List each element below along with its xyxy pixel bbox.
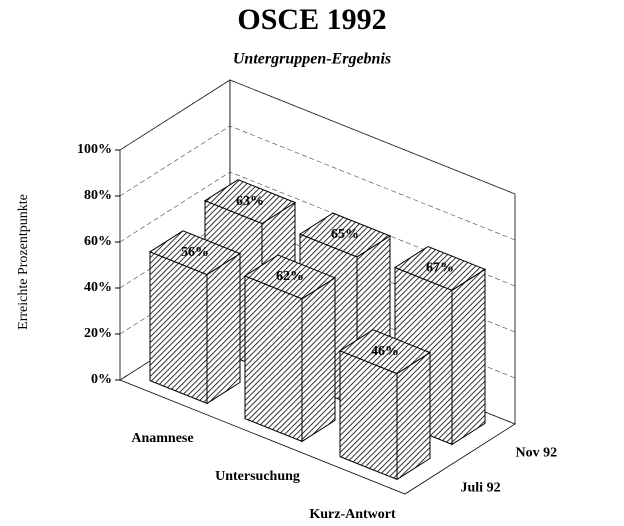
value-label: 56%	[181, 245, 209, 260]
chart-subtitle: Untergruppen-Ergebnis	[233, 51, 391, 68]
grid-line	[119, 171, 516, 287]
y-tick-label: 60%	[84, 234, 112, 249]
value-label: 67%	[426, 261, 454, 276]
x-tick-label: Untersuchung	[215, 469, 300, 484]
y-axis-label: Erreichte Prozentpunkte	[16, 194, 31, 330]
x-tick-label: Kurz-Antwort	[309, 507, 396, 522]
x-tick-label: Anamnese	[131, 431, 193, 446]
value-label: 62%	[276, 269, 304, 284]
y-tick-label: 80%	[84, 188, 112, 203]
value-label: 63%	[236, 194, 264, 209]
y-tick-label: 20%	[84, 326, 112, 341]
grid-line	[119, 79, 516, 195]
value-label: 46%	[371, 344, 399, 359]
y-tick-label: 100%	[77, 142, 112, 157]
y-tick-label: 40%	[84, 280, 112, 295]
chart-title: OSCE 1992	[237, 3, 386, 36]
series-label: Juli 92	[461, 481, 501, 496]
grid-line	[119, 125, 516, 241]
bar	[338, 329, 432, 481]
bar	[148, 230, 242, 405]
value-label: 65%	[331, 227, 359, 242]
series-label: Nov 92	[516, 446, 558, 461]
bar	[243, 254, 337, 443]
y-tick-label: 0%	[91, 372, 112, 387]
